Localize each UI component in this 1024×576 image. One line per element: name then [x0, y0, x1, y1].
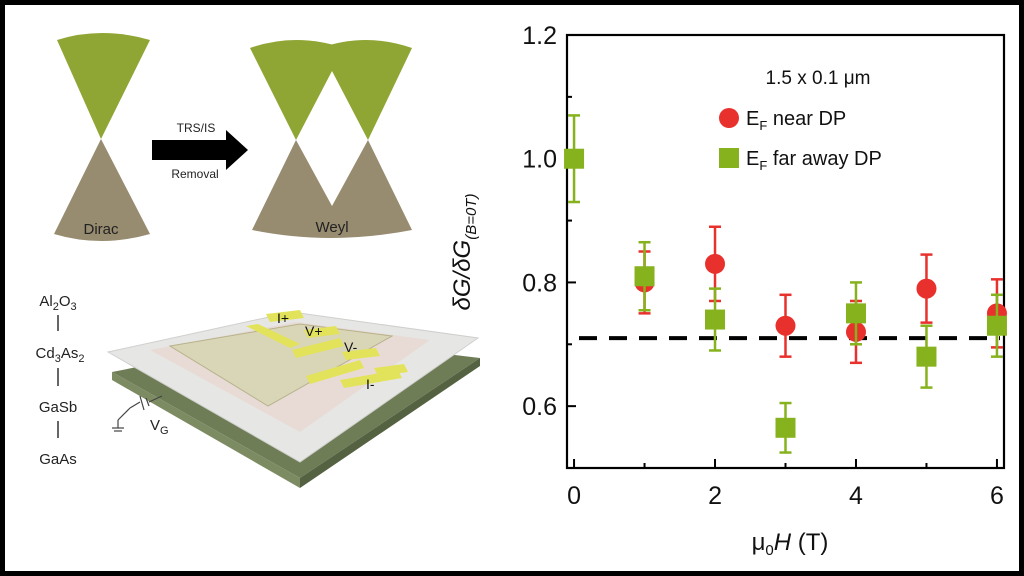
- weyl-lower-cones: [252, 140, 412, 238]
- data-series: [564, 114, 1007, 454]
- data-point-circle: [705, 253, 726, 274]
- legend-marker-far: [719, 148, 739, 168]
- data-point-square: [634, 266, 655, 287]
- weyl-upper-cone-right: [320, 40, 412, 140]
- contact-label-v-plus: V+: [305, 323, 323, 339]
- gate-voltage-source-icon: [112, 395, 163, 432]
- layer-gasb-label: GaSb: [39, 399, 77, 416]
- series-near-dp: [634, 225, 1007, 365]
- data-point-square: [916, 346, 937, 367]
- legend-marker-near: [719, 108, 739, 128]
- axis-ticks: [567, 34, 998, 468]
- weyl-label: Weyl: [315, 219, 348, 236]
- data-point-circle: [916, 278, 937, 299]
- y-tick-label: 0.6: [522, 393, 557, 421]
- arrow-top-label: TRS/IS: [177, 121, 216, 135]
- x-tick-label: 0: [567, 482, 581, 510]
- contact-lead: [306, 360, 364, 384]
- dirac-cone: Dirac: [54, 33, 150, 241]
- figure-canvas: Dirac TRS/IS Removal Weyl Al2O3 Cd3As2 G…: [36, 22, 1007, 559]
- dirac-label: Dirac: [83, 221, 119, 238]
- data-point-square: [986, 315, 1007, 336]
- y-tick-labels: 0.6 0.8 1.0 1.2: [522, 22, 557, 421]
- right-arrow-icon: [152, 130, 248, 170]
- substrate-front: [300, 358, 480, 488]
- contact-label-i-minus: I-: [366, 376, 375, 392]
- contact-pad-i-plus: [266, 310, 304, 322]
- gate-voltage-label: VG: [150, 417, 169, 437]
- legend: EF near DP EF far away DP: [719, 108, 882, 173]
- contact-pad-v-plus: [304, 326, 340, 338]
- x-tick-label: 2: [708, 482, 722, 510]
- contact-lead: [292, 338, 344, 358]
- series-far-dp: [564, 114, 1007, 454]
- layer-gaas-label: GaAs: [39, 451, 77, 468]
- legend-label-near: EF near DP: [746, 108, 846, 133]
- layer-stack: Al2O3 Cd3As2 GaSb GaAs: [36, 293, 85, 468]
- data-point-square: [705, 309, 726, 330]
- data-point-square: [845, 303, 866, 324]
- y-tick-label: 0.8: [522, 269, 557, 297]
- weyl-cones: Weyl: [250, 40, 412, 238]
- substrate-left: [112, 372, 300, 488]
- y-tick-label: 1.0: [522, 146, 557, 174]
- y-tick-label: 1.2: [522, 22, 557, 50]
- data-point-square: [775, 417, 796, 438]
- x-axis-label: μ0H (T): [752, 529, 829, 559]
- data-point-square: [564, 148, 585, 169]
- x-tick-label: 4: [849, 482, 863, 510]
- y-axis-label: δG/δG(B=0T): [449, 194, 480, 311]
- weyl-upper-cone-left: [250, 40, 344, 140]
- chart: 0 2 4 6 0.6 0.8 1.0 1.2 1.5 x 0.1 μm EF near D…: [449, 22, 1007, 559]
- dirac-lower-cone: [54, 139, 150, 241]
- contact-label-v-minus: V-: [344, 339, 358, 355]
- dirac-upper-cone: [57, 33, 150, 139]
- device-schematic: I+ V+ V- I- VG: [106, 310, 480, 488]
- data-point-circle: [775, 315, 796, 336]
- x-tick-label: 6: [990, 482, 1004, 510]
- contact-label-i-plus: I+: [277, 310, 289, 326]
- layer-cd3as2-label: Cd3As2: [36, 345, 85, 365]
- x-tick-labels: 0 2 4 6: [567, 482, 1004, 510]
- contact-lead: [246, 324, 300, 348]
- layer-al2o3-label: Al2O3: [39, 293, 76, 313]
- contact-pad-v-minus: [342, 348, 380, 360]
- arrow-bottom-label: Removal: [171, 167, 218, 181]
- legend-label-far: EF far away DP: [746, 148, 882, 173]
- chart-title: 1.5 x 0.1 μm: [766, 68, 871, 89]
- removal-arrow: TRS/IS Removal: [152, 121, 248, 181]
- contact-pad-i-minus: [374, 364, 408, 376]
